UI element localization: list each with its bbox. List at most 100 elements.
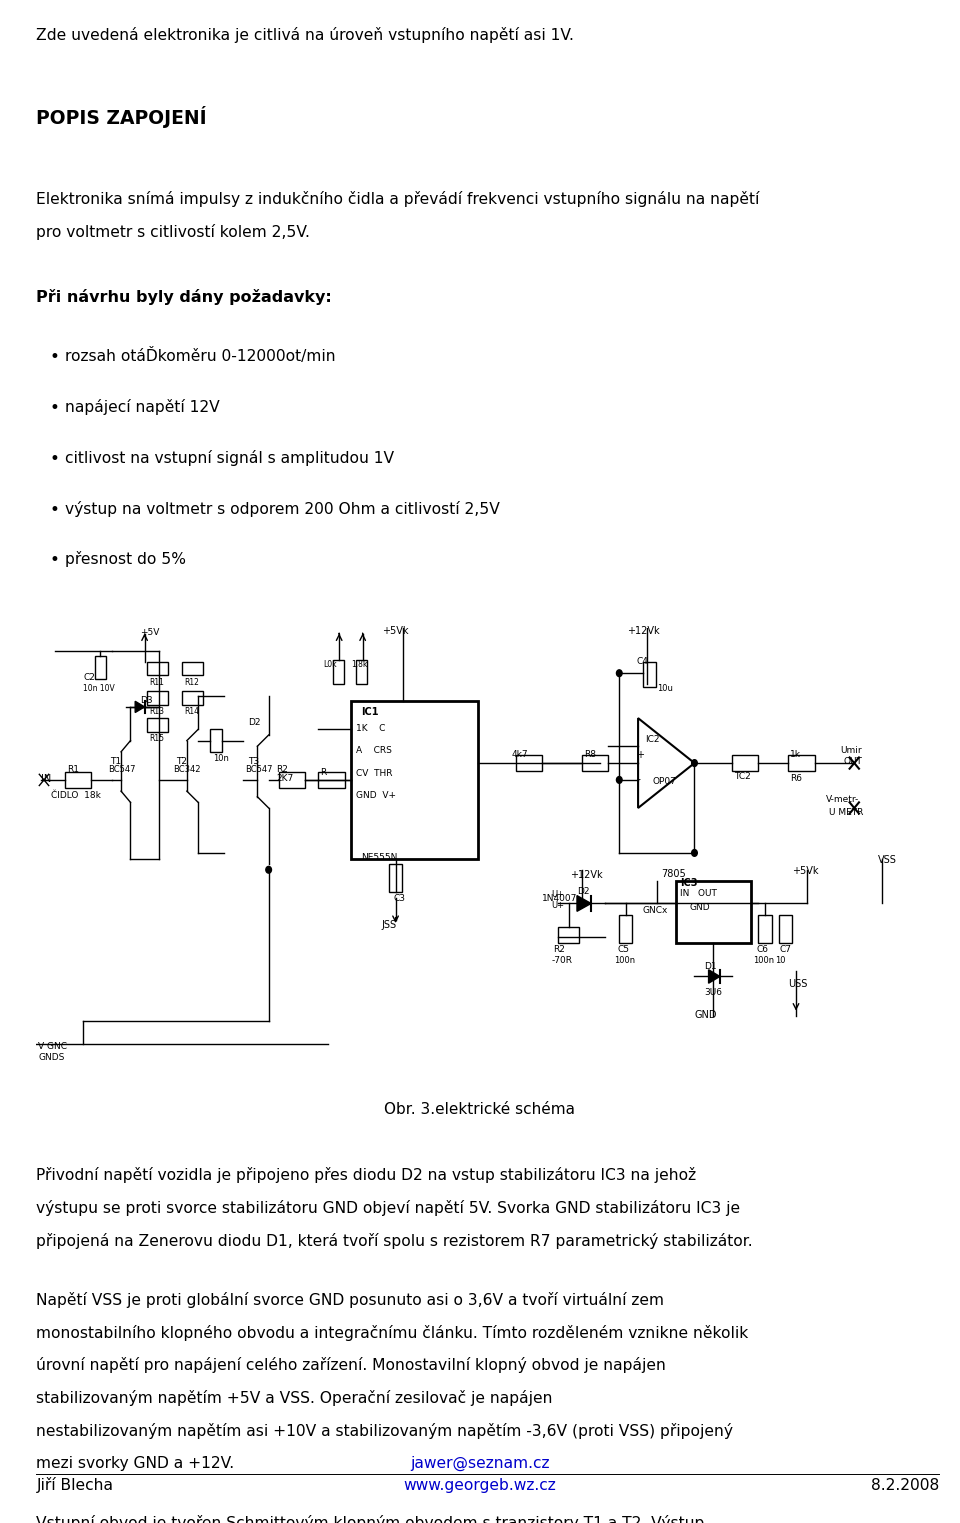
Text: R14: R14 [184,707,199,716]
Polygon shape [708,970,720,984]
Bar [780,915,792,943]
Text: Při návrhu byly dány požadavky:: Při návrhu byly dány požadavky: [36,289,332,306]
Text: D1: D1 [704,963,716,970]
Text: 10u: 10u [657,684,673,693]
Polygon shape [135,701,145,713]
Text: T3: T3 [248,757,259,766]
Text: +12Vk: +12Vk [570,870,603,880]
Text: D3: D3 [140,696,153,705]
Text: OP07: OP07 [652,777,676,786]
Text: 7805: 7805 [661,868,686,879]
Bar [643,663,656,687]
Text: NE555N: NE555N [361,853,397,862]
Bar [64,772,91,787]
Text: C4: C4 [636,658,648,667]
Text: V-metr-: V-metr- [826,795,859,804]
Text: monostabilního klopného obvodu a integračnímu článku. Tímto rozděleném vznikne n: monostabilního klopného obvodu a integra… [36,1325,749,1340]
Bar [210,730,222,752]
Circle shape [616,777,622,783]
Text: 10n: 10n [213,754,229,763]
Text: GNCx: GNCx [643,906,668,915]
Text: •: • [50,551,60,570]
Circle shape [691,850,697,856]
Bar [619,915,633,943]
Text: 8.2.2008: 8.2.2008 [871,1477,939,1493]
Text: R2: R2 [554,946,565,953]
Text: 3U6: 3U6 [704,988,722,996]
Text: L0k: L0k [324,659,337,669]
Text: Jiří Blecha: Jiří Blecha [36,1476,113,1493]
Text: +5Vk: +5Vk [792,867,819,876]
Text: •: • [50,349,60,367]
Text: T2: T2 [176,757,186,766]
Text: 10: 10 [776,956,786,966]
Text: BC547: BC547 [108,766,135,774]
Text: R2: R2 [276,766,288,774]
Text: 10n 10V: 10n 10V [84,684,115,693]
Text: výstupu se proti svorce stabilizátoru GND objeví napětí 5V. Svorka GND stabilizá: výstupu se proti svorce stabilizátoru GN… [36,1200,740,1217]
Text: 4k7: 4k7 [511,749,528,758]
Text: BC547: BC547 [245,766,273,774]
Text: Přivodní napětí vozidla je připojeno přes diodu D2 na vstup stabilizátoru IC3 na: Přivodní napětí vozidla je připojeno pře… [36,1168,697,1183]
Text: TC2: TC2 [734,772,751,781]
Bar [148,719,168,731]
Text: výstup na voltmetr s odporem 200 Ohm a citlivostí 2,5V: výstup na voltmetr s odporem 200 Ohm a c… [65,501,500,516]
Bar [148,691,168,705]
Text: IC1: IC1 [361,707,378,717]
Text: citlivost na vstupní signál s amplitudou 1V: citlivost na vstupní signál s amplitudou… [65,449,395,466]
Text: OUT: OUT [843,757,862,766]
Text: www.georgeb.wz.cz: www.georgeb.wz.cz [403,1477,557,1493]
Bar [582,755,608,771]
Bar [356,659,368,684]
Text: R6: R6 [790,774,803,783]
Text: C6: C6 [756,946,769,953]
Text: U+: U+ [552,889,564,899]
Text: Zde uvedená elektronika je citlivá na úroveň vstupního napětí asi 1V.: Zde uvedená elektronika je citlivá na úr… [36,27,574,44]
Text: POPIS ZAPOJENÍ: POPIS ZAPOJENÍ [36,107,207,128]
Text: stabilizovaným napětím +5V a VSS. Operační zesilovač je napájen: stabilizovaným napětím +5V a VSS. Operač… [36,1390,553,1406]
Text: R13: R13 [150,707,164,716]
Text: IN   OUT: IN OUT [681,889,717,899]
Circle shape [691,760,697,766]
Text: jawer@seznam.cz: jawer@seznam.cz [410,1456,550,1471]
Text: Obr. 3.elektrické schéma: Obr. 3.elektrické schéma [385,1103,575,1116]
Bar [319,772,345,787]
Text: +12Vk: +12Vk [627,626,660,637]
Polygon shape [577,896,591,911]
Text: JSS: JSS [381,920,396,931]
Text: -: - [636,774,640,784]
Text: 1.8k: 1.8k [351,659,368,669]
Text: C3: C3 [394,894,406,903]
Text: IC3: IC3 [681,877,698,888]
Bar [182,691,203,705]
Circle shape [616,670,622,676]
Text: nestabilizovaným napětím asi +10V a stabilizovaným napětím -3,6V (proti VSS) při: nestabilizovaným napětím asi +10V a stab… [36,1422,733,1439]
Text: +5Vk: +5Vk [382,626,409,637]
Text: 1N4007: 1N4007 [542,894,578,903]
Text: V GNC: V GNC [38,1042,67,1051]
Text: U+: U+ [552,902,564,911]
Text: Vstupní obvod je tvořen Schmittovým klopným obvodem s tranzistory T1 a T2. Výstu: Vstupní obvod je tvořen Schmittovým klop… [36,1514,705,1523]
Text: •: • [50,501,60,518]
Text: VSS: VSS [877,856,897,865]
Text: ČIDLO  18k: ČIDLO 18k [51,790,101,800]
Bar [558,928,579,943]
Text: R8: R8 [585,749,596,758]
Text: připojená na Zenerovu diodu D1, která tvoří spolu s rezistorem R7 parametrický s: připojená na Zenerovu diodu D1, která tv… [36,1234,753,1249]
Text: rozsah otáĎkoměru 0-12000ot/min: rozsah otáĎkoměru 0-12000ot/min [65,349,336,364]
Text: +: + [636,749,644,760]
Text: C2: C2 [84,673,95,682]
Text: CV  THR: CV THR [356,769,393,778]
Text: 1k: 1k [790,749,802,758]
Text: 100n: 100n [614,956,636,966]
Bar [676,880,751,943]
Text: R15: R15 [150,734,164,743]
Text: GND: GND [690,903,710,912]
Text: D2: D2 [248,719,260,726]
Text: R1: R1 [67,766,80,774]
Bar [148,663,168,676]
Text: C7: C7 [780,946,791,953]
Bar [788,755,815,771]
Text: GND  V+: GND V+ [356,790,396,800]
Text: 2K7: 2K7 [276,774,294,783]
